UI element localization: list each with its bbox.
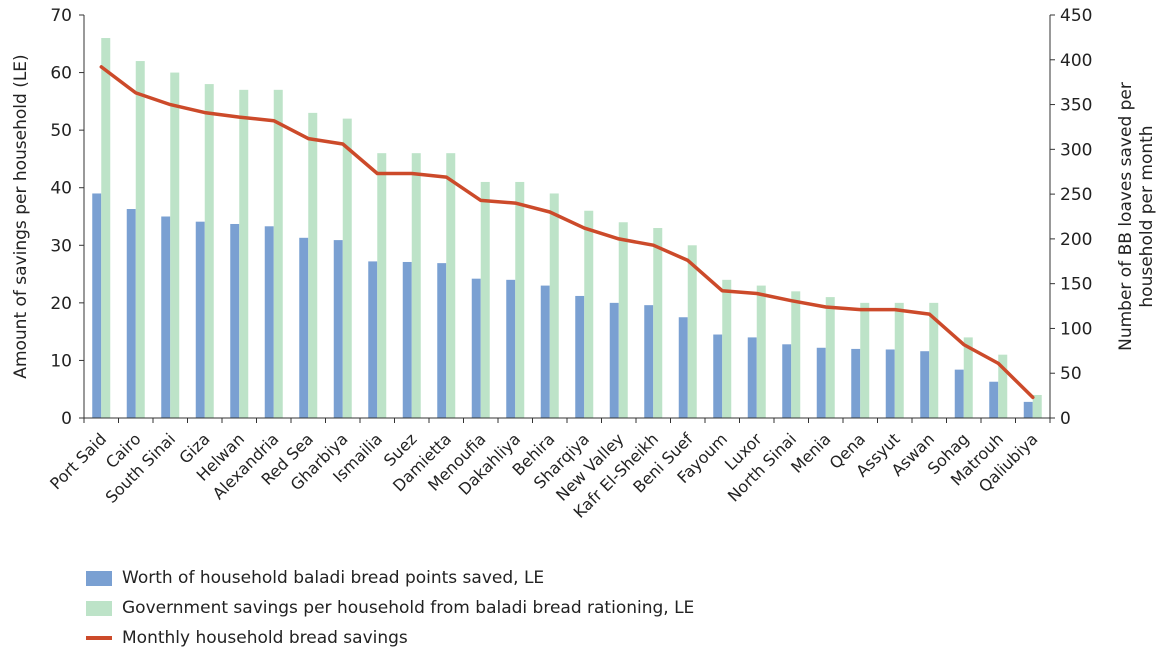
bar-points-saved — [747, 337, 757, 418]
bar-points-saved — [989, 381, 999, 418]
bar-government-savings — [894, 302, 904, 418]
bar-government-savings — [1032, 394, 1042, 418]
bar-points-saved — [540, 285, 550, 418]
bar-points-saved — [816, 347, 826, 418]
bar-points-saved — [471, 278, 481, 418]
bar-government-savings — [135, 61, 145, 419]
y-left-axis-label: Amount of savings per household (LE) — [11, 54, 31, 378]
bar-points-saved — [782, 344, 792, 418]
legend: Worth of household baladi bread points s… — [86, 563, 694, 653]
legend-item-government-savings: Government savings per household from ba… — [86, 593, 694, 623]
line-monthly-bread-savings — [99, 65, 1035, 400]
bar-points-saved — [402, 261, 412, 418]
bar-points-saved — [644, 305, 654, 418]
chart-canvas: 0 10 20 30 40 50 60 70 0 50 100 150 200 250 300 350 400 4… — [11, 6, 1157, 522]
bar-points-saved — [333, 240, 343, 418]
legend-label-points-saved: Worth of household baladi bread points s… — [122, 568, 545, 588]
bar-government-savings — [411, 153, 421, 418]
x-tick-label: Port Said — [46, 429, 110, 493]
y-right-tick-label: 0 — [1060, 409, 1071, 429]
y-right-axis-label-line2: household per month — [1137, 125, 1157, 307]
bar-points-saved — [126, 209, 136, 418]
bar-government-savings — [480, 181, 490, 418]
y-left-tick-label: 40 — [50, 179, 72, 199]
bar-points-saved — [195, 221, 205, 418]
legend-item-points-saved: Worth of household baladi bread points s… — [86, 563, 694, 593]
bar-points-saved — [299, 237, 309, 418]
y-left-tick-label: 30 — [50, 236, 72, 256]
y-right-tick-label: 150 — [1060, 275, 1092, 295]
bar-points-saved — [920, 351, 930, 418]
bar-government-savings — [825, 297, 835, 418]
y-right-tick-label: 350 — [1060, 96, 1092, 116]
bar-government-savings — [308, 112, 318, 418]
x-tick-label: Menia — [787, 429, 834, 476]
bar-points-saved — [437, 263, 447, 418]
legend-label-government-savings: Government savings per household from ba… — [122, 598, 695, 618]
y-left-tick-label: 60 — [50, 64, 72, 84]
bar-points-saved — [506, 279, 516, 418]
bar-government-savings — [549, 193, 559, 418]
bar-points-saved — [885, 349, 895, 418]
bar-government-savings — [618, 222, 628, 418]
bar-government-savings — [446, 153, 456, 418]
y-left-tick-label: 50 — [50, 121, 72, 141]
bar-government-savings — [756, 285, 766, 418]
y-left-tick-label: 10 — [50, 351, 72, 371]
y-right-tick-label: 450 — [1060, 6, 1092, 26]
legend-swatch-points-saved — [86, 570, 112, 586]
bar-government-savings — [377, 153, 387, 418]
bar-government-savings — [929, 302, 939, 418]
bar-points-saved — [575, 295, 585, 418]
legend-label-monthly-bread-savings: Monthly household bread savings — [122, 628, 408, 648]
bar-government-savings — [342, 118, 352, 418]
bar-government-savings — [963, 337, 973, 418]
bar-government-savings — [722, 279, 732, 418]
y-left-tick-label: 20 — [50, 294, 72, 314]
bar-government-savings — [515, 181, 525, 418]
bar-government-savings — [101, 38, 111, 419]
bar-points-saved — [609, 302, 619, 418]
legend-swatch-monthly-bread-savings — [86, 636, 112, 640]
bar-points-saved — [713, 334, 723, 418]
bar-points-saved — [92, 193, 102, 418]
y-right-tick-label: 300 — [1060, 140, 1092, 160]
bar-government-savings — [860, 302, 870, 418]
y-right-tick-label: 50 — [1060, 364, 1082, 384]
bar-government-savings — [791, 291, 801, 418]
bar-government-savings — [584, 210, 594, 418]
bar-government-savings — [273, 89, 283, 418]
bar-points-saved — [368, 261, 378, 418]
bar-points-saved — [954, 369, 964, 418]
bar-points-saved — [1023, 401, 1033, 418]
y-right-tick-label: 400 — [1060, 51, 1092, 71]
bar-government-savings — [653, 228, 663, 418]
bar-government-savings — [998, 354, 1008, 418]
y-right-axis-label-line1: Number of BB loaves saved per — [1116, 82, 1136, 351]
legend-item-monthly-bread-savings: Monthly household bread savings — [86, 623, 694, 653]
y-right-tick-label: 100 — [1060, 319, 1092, 339]
bar-government-savings — [170, 72, 180, 419]
bar-points-saved — [230, 223, 240, 418]
y-left-tick-label: 70 — [50, 6, 72, 26]
bar-points-saved — [678, 317, 688, 418]
y-left-tick-label: 0 — [61, 409, 72, 429]
bar-points-saved — [264, 226, 274, 418]
bar-government-savings — [687, 245, 697, 418]
bar-government-savings — [239, 89, 249, 418]
bar-points-saved — [161, 216, 171, 418]
bar-government-savings — [204, 84, 214, 418]
y-right-tick-label: 200 — [1060, 230, 1092, 250]
y-right-tick-label: 250 — [1060, 185, 1092, 205]
legend-swatch-government-savings — [86, 600, 112, 616]
bar-points-saved — [851, 348, 861, 418]
